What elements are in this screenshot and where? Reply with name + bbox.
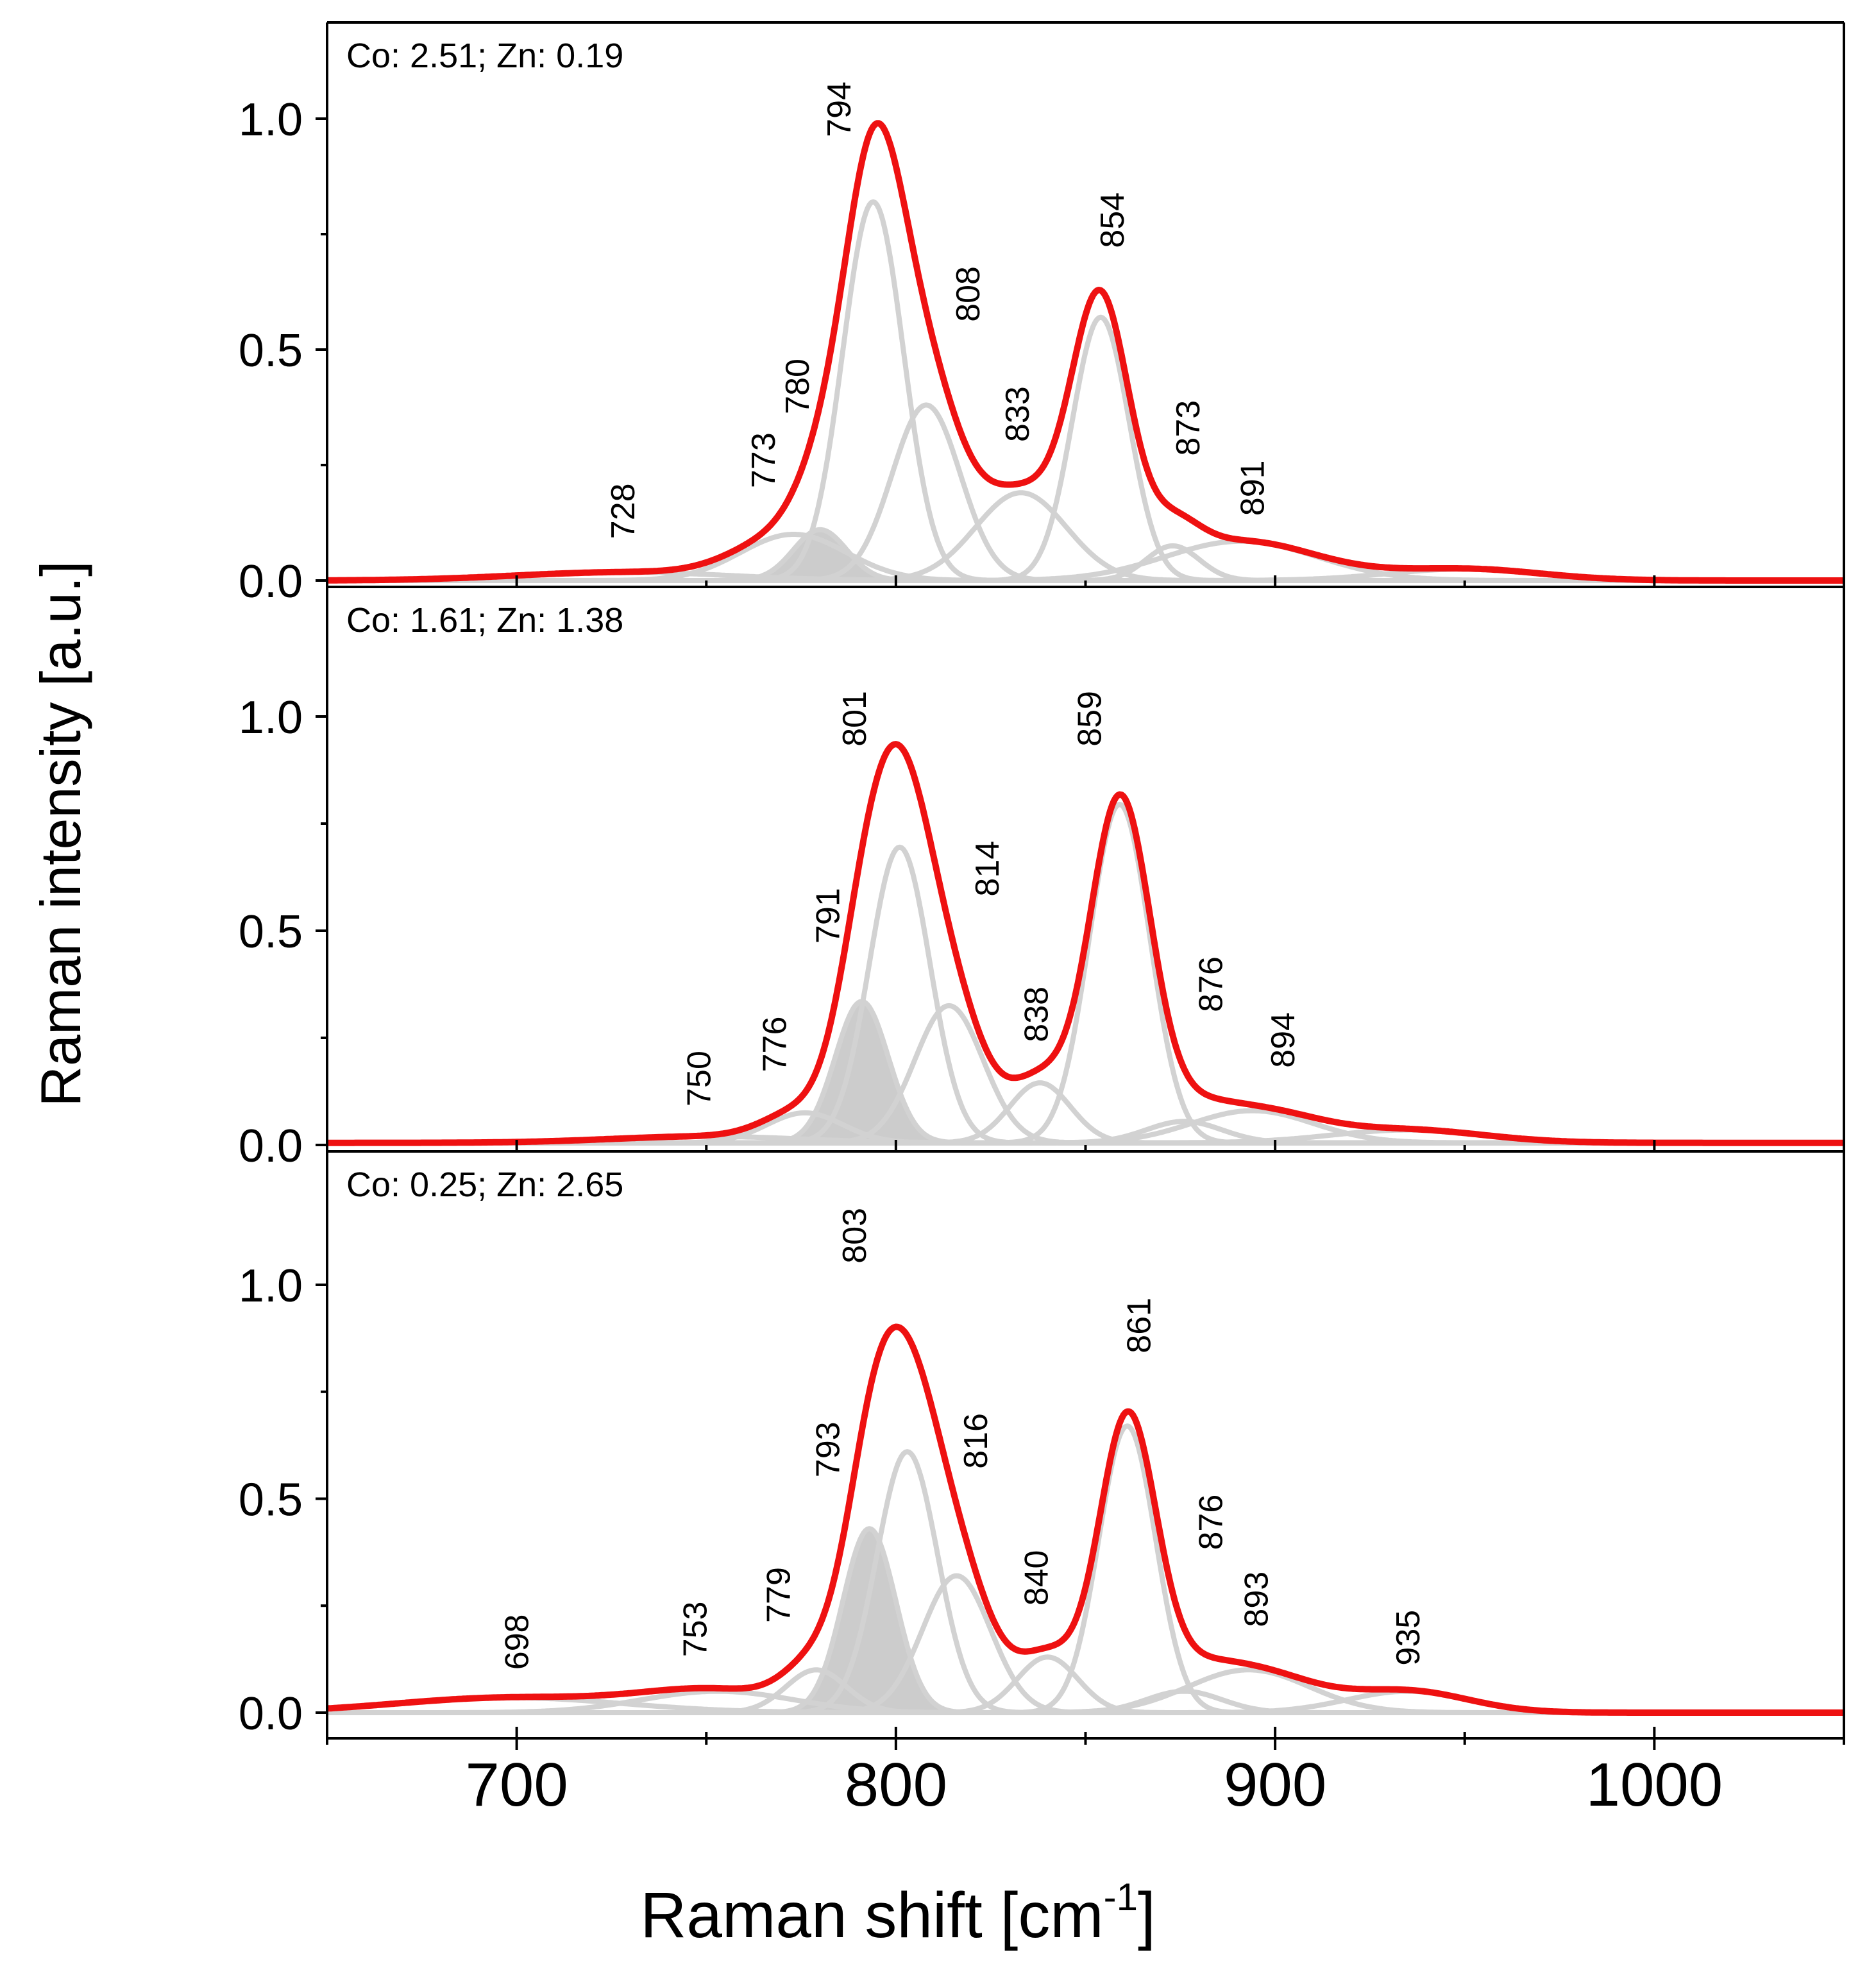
peak-label-840: 840 xyxy=(1018,1550,1056,1606)
x-tick-label: 900 xyxy=(1224,1750,1326,1819)
y-tick-label: 1.0 xyxy=(239,1260,303,1312)
peak-label-814: 814 xyxy=(969,841,1006,897)
peak-label-876: 876 xyxy=(1193,956,1230,1012)
peak-label-698: 698 xyxy=(499,1615,536,1670)
envelope-curve xyxy=(327,120,1844,584)
x-axis-title-end: ] xyxy=(1138,1879,1156,1951)
y-tick-label: 0.0 xyxy=(239,1688,303,1740)
panel-composition-label: Co: 1.61; Zn: 1.38 xyxy=(346,601,623,640)
peak-label-791: 791 xyxy=(810,888,847,944)
peak-label-793: 793 xyxy=(810,1421,847,1477)
x-tick-label: 1000 xyxy=(1586,1750,1723,1819)
peak-label-891: 891 xyxy=(1235,460,1272,516)
peak-label-779: 779 xyxy=(761,1567,798,1623)
y-tick-label: 0.0 xyxy=(239,1121,303,1172)
peak-label-873: 873 xyxy=(1170,400,1207,456)
peak-label-859: 859 xyxy=(1071,691,1108,747)
component-curve-859 xyxy=(327,801,1844,1146)
peak-label-794: 794 xyxy=(821,81,858,137)
component-curve-801 xyxy=(327,844,1844,1146)
y-tick-label: 1.0 xyxy=(239,94,303,146)
y-tick-label: 0.5 xyxy=(239,1475,303,1526)
peak-label-803: 803 xyxy=(836,1208,874,1264)
peak-label-776: 776 xyxy=(757,1017,794,1072)
peak-label-801: 801 xyxy=(836,691,874,747)
y-tick-label: 1.0 xyxy=(239,692,303,743)
x-axis-title-sup: -1 xyxy=(1104,1876,1138,1919)
panel-plot-area xyxy=(327,1323,1844,1716)
y-tick-label: 0.5 xyxy=(239,325,303,377)
peak-label-833: 833 xyxy=(999,386,1036,442)
peak-label-935: 935 xyxy=(1390,1610,1427,1666)
peak-label-808: 808 xyxy=(950,266,987,322)
peak-label-838: 838 xyxy=(1018,987,1056,1042)
component-curve-794 xyxy=(327,199,1844,583)
peak-label-854: 854 xyxy=(1094,192,1131,248)
panel-plot-area xyxy=(327,741,1844,1146)
component-curve-854 xyxy=(327,314,1844,583)
x-axis-title-main: Raman shift [cm xyxy=(640,1879,1103,1951)
peak-label-876: 876 xyxy=(1193,1495,1230,1550)
x-axis-title: Raman shift [cm-1] xyxy=(640,1876,1156,1951)
x-tick-labels: 700 800 900 1000 xyxy=(466,1750,1723,1819)
peak-label-750: 750 xyxy=(680,1051,718,1106)
peak-label-780: 780 xyxy=(779,359,816,414)
envelope-curve xyxy=(327,1323,1844,1716)
peak-label-894: 894 xyxy=(1265,1012,1302,1068)
peak-label-816: 816 xyxy=(958,1413,995,1469)
panel-3: 0.0 0.5 1.0 Co: 0.25; Zn: 2.65 698 753 779 793 8… xyxy=(239,1151,1845,1750)
panel-2: 0.0 0.5 1.0 Co: 1.61; Zn: 1.38 750 776 791 801 8… xyxy=(239,587,1845,1172)
component-curve-893 xyxy=(327,1667,1844,1715)
panel-composition-label: Co: 0.25; Zn: 2.65 xyxy=(346,1166,623,1204)
y-axis-title: Raman intensity [a.u.] xyxy=(29,561,92,1106)
peak-label-753: 753 xyxy=(677,1602,714,1657)
x-tick-label: 800 xyxy=(845,1750,947,1819)
panels-layer: 0.0 0.5 1.0 Co: 2.51; Zn: 0.19 728 773 780 794 8… xyxy=(239,21,1845,1750)
panel-composition-label: Co: 2.51; Zn: 0.19 xyxy=(346,37,623,75)
y-tick-label: 0.5 xyxy=(239,906,303,958)
envelope-curve xyxy=(327,741,1844,1146)
panel-plot-area xyxy=(327,120,1844,584)
peak-label-861: 861 xyxy=(1120,1298,1158,1353)
y-tick-label: 0.0 xyxy=(239,556,303,607)
peak-label-728: 728 xyxy=(605,483,642,539)
peak-label-773: 773 xyxy=(745,432,782,488)
panel-1: 0.0 0.5 1.0 Co: 2.51; Zn: 0.19 728 773 780 794 8… xyxy=(239,21,1845,607)
component-curve-840 xyxy=(327,1654,1844,1715)
component-curve-833 xyxy=(327,490,1844,583)
component-curve-779 xyxy=(327,1667,1844,1715)
component-curve-808 xyxy=(327,402,1844,583)
component-curve-838 xyxy=(327,1080,1844,1146)
component-curve-861 xyxy=(327,1423,1844,1715)
peak-label-893: 893 xyxy=(1238,1572,1276,1627)
x-tick-label: 700 xyxy=(466,1750,568,1819)
